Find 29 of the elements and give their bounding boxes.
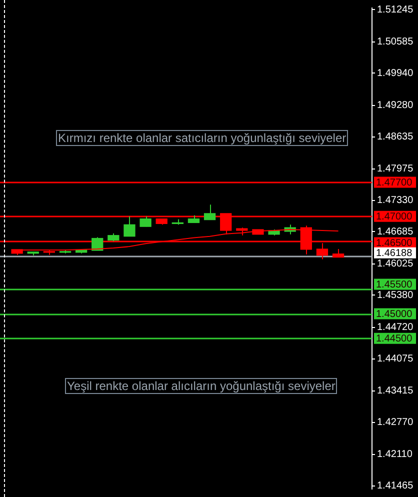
y-tick-label: 1.45380 xyxy=(377,290,414,301)
candlestick xyxy=(92,236,104,251)
ref-line-label: 1.45500 xyxy=(376,279,413,290)
ref-line-label: 1.46500 xyxy=(376,238,413,249)
y-tick-label: 1.49280 xyxy=(377,100,414,112)
y-tick-label: 1.51245 xyxy=(377,4,414,16)
y-tick-label: 1.44720 xyxy=(377,322,414,334)
y-tick-label: 1.46025 xyxy=(377,258,414,270)
y-tick-label: 1.49940 xyxy=(377,68,414,79)
y-tick-label: 1.42770 xyxy=(377,417,414,428)
y-tick-label: 1.50585 xyxy=(377,36,414,48)
y-tick-label: 1.43415 xyxy=(377,386,414,397)
y-tick-label: 1.44075 xyxy=(377,354,414,365)
ref-line-label: 1.47000 xyxy=(376,212,413,223)
y-tick-label: 1.42110 xyxy=(377,449,413,460)
annotation: Yeşil renkte olanlar alıcıların yoğunlaştığı seviyeler xyxy=(65,378,338,394)
candlestick xyxy=(124,216,136,237)
y-tick-label: 1.48635 xyxy=(377,132,414,143)
ref-line-label: 1.44500 xyxy=(376,334,413,345)
y-tick-label: 1.47975 xyxy=(377,164,414,175)
ref-line-label: 1.46188 xyxy=(376,248,413,260)
candlestick xyxy=(140,216,152,228)
candlestick xyxy=(204,204,216,220)
ref-line-label: 1.45000 xyxy=(376,308,413,320)
y-tick-label: 1.47330 xyxy=(377,195,414,206)
annotation: Kırmızı renkte olanlar satıcıların yoğunlaştığı seviyeler xyxy=(56,130,348,146)
y-tick-label: 1.46685 xyxy=(377,226,414,238)
y-tick-label: 1.41465 xyxy=(377,480,414,492)
ref-line-label: 1.47700 xyxy=(376,178,413,189)
